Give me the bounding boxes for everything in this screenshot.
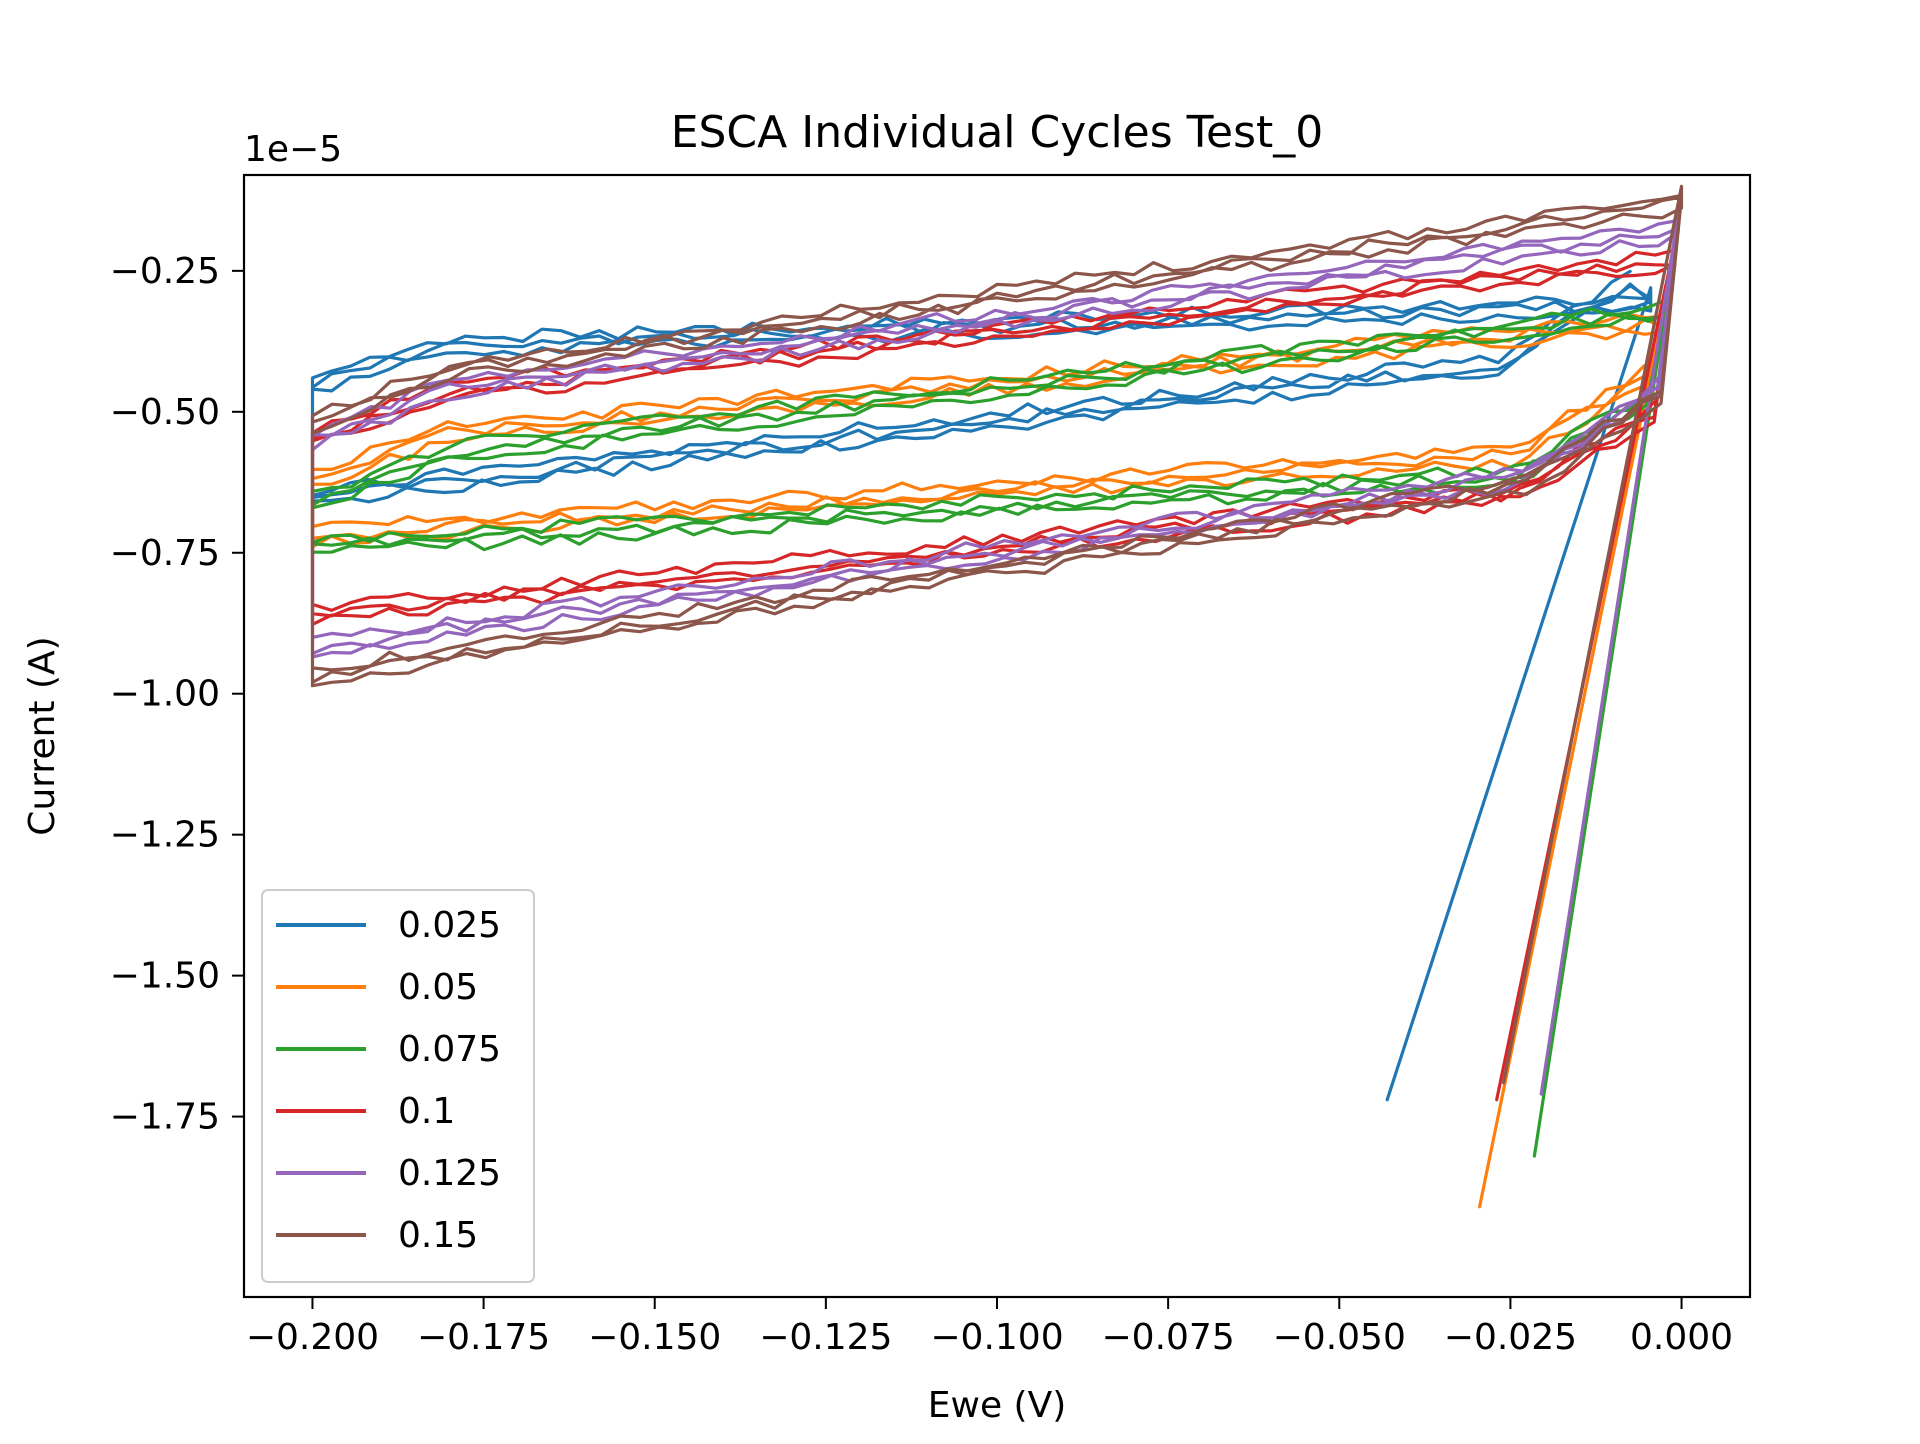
x-tick-label: −0.025	[1444, 1317, 1577, 1358]
series-line-0.15	[310, 184, 1684, 1085]
legend-label-0.125: 0.125	[398, 1153, 501, 1194]
series-line-0.125	[310, 212, 1680, 1096]
series-0.075	[310, 291, 1670, 1158]
x-tick-label: 0.000	[1630, 1317, 1733, 1358]
y-tick-label: −1.00	[110, 674, 220, 715]
x-tick-label: −0.125	[759, 1317, 892, 1358]
series-0.05	[310, 303, 1666, 1209]
series-line-0.025	[310, 269, 1653, 1102]
x-axis-ticks: −0.200 −0.175 −0.150 −0.125 −0.100 −0.075 −0.0…	[246, 1297, 1733, 1358]
series-0.15	[310, 184, 1684, 1085]
legend-label-0.15: 0.15	[398, 1215, 478, 1256]
y-tick-label: −1.25	[110, 815, 220, 856]
x-tick-label: −0.100	[930, 1317, 1063, 1358]
series-0.025	[310, 269, 1653, 1102]
y-tick-label: −1.50	[110, 956, 220, 997]
y-tick-label: −0.25	[110, 251, 220, 292]
legend-label-0.025: 0.025	[398, 905, 501, 946]
y-tick-label: −0.50	[110, 392, 220, 433]
legend-label-0.05: 0.05	[398, 967, 478, 1008]
legend-label-0.075: 0.075	[398, 1029, 501, 1070]
series-layer	[310, 184, 1684, 1209]
x-tick-label: −0.175	[417, 1317, 550, 1358]
series-line-0.05	[310, 303, 1666, 1209]
series-0.125	[310, 212, 1680, 1096]
y-axis-label: Current (A)	[22, 636, 63, 835]
y-axis-offset-text: 1e−5	[244, 129, 342, 170]
x-tick-label: −0.050	[1273, 1317, 1406, 1358]
series-line-0.075	[310, 291, 1670, 1158]
x-tick-label: −0.200	[246, 1317, 379, 1358]
y-tick-label: −1.75	[110, 1097, 220, 1138]
y-tick-label: −0.75	[110, 533, 220, 574]
x-tick-label: −0.150	[588, 1317, 721, 1358]
chart-title: ESCA Individual Cycles Test_0	[671, 107, 1324, 158]
x-axis-label: Ewe (V)	[928, 1385, 1067, 1426]
legend: 0.025 0.05 0.075 0.1 0.125 0.15	[261, 889, 535, 1283]
legend-label-0.1: 0.1	[398, 1091, 455, 1132]
x-tick-label: −0.075	[1102, 1317, 1235, 1358]
y-axis-ticks: −0.25 −0.50 −0.75 −1.00 −1.25 −1.50 −1.75	[110, 251, 244, 1138]
